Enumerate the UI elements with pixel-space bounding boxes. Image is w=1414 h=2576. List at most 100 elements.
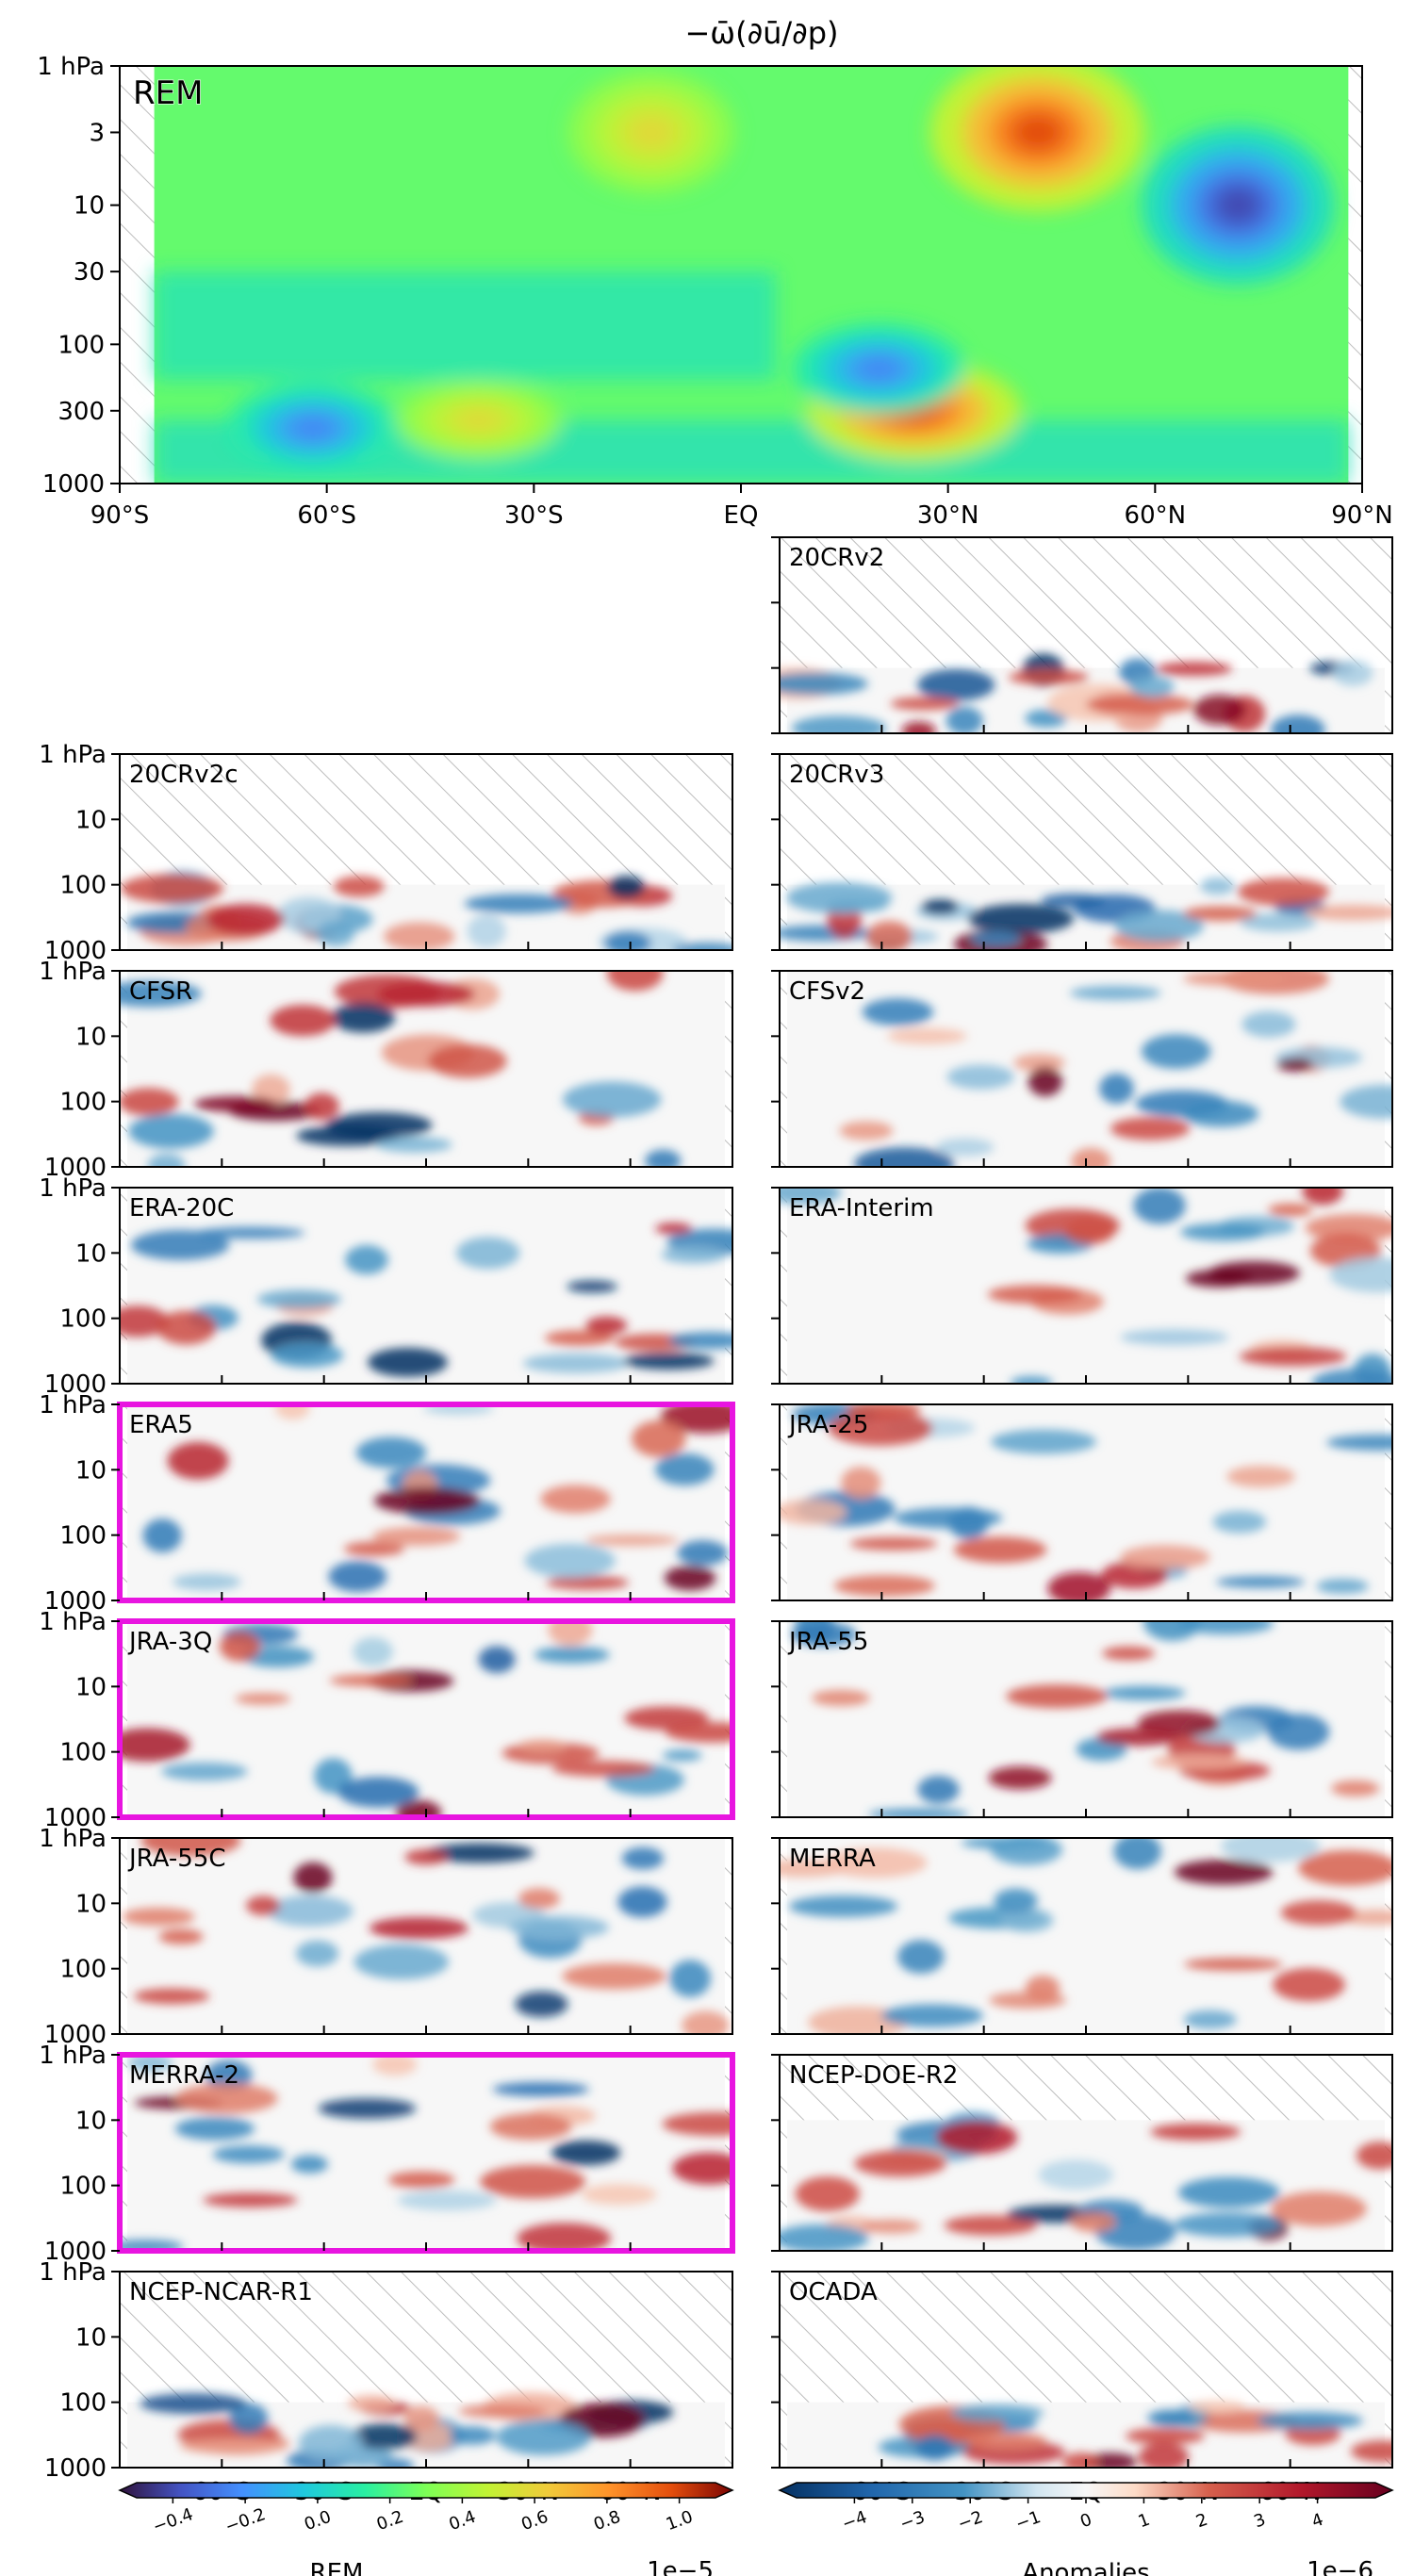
panel-label: JRA-25 (787, 1411, 868, 1439)
anomaly-blob (371, 1527, 461, 1546)
colorbar-anomalies-tick-label: 4 (1309, 2510, 1326, 2533)
anomaly-blob (290, 2155, 328, 2174)
anomaly-blob (1200, 877, 1235, 895)
anomaly-blob (677, 1540, 729, 1567)
anomaly-blob (1273, 1968, 1345, 2002)
panel-label: ERA-20C (129, 1194, 234, 1222)
anomaly-blob (1174, 1859, 1274, 1885)
panel-ytick-label: 1 hPa (39, 2042, 107, 2070)
main-field (154, 66, 1349, 484)
anomaly-blob (1125, 2427, 1206, 2445)
anomaly-blob (945, 706, 983, 733)
panel-ytick-label: 10 (75, 1673, 107, 1701)
panel-field (780, 1838, 1392, 2034)
anomaly-blob (1330, 1780, 1380, 1797)
anomaly-blob (298, 2424, 363, 2462)
anomaly-blob (167, 1441, 229, 1480)
panel-field-blobs (780, 1838, 1392, 2034)
anomaly-blob (241, 1646, 314, 1668)
panel-label: CFSR (129, 977, 192, 1006)
anomaly-blob (1280, 1900, 1356, 1926)
anomaly-blob (120, 1088, 179, 1116)
anomaly-blob (1183, 2010, 1237, 2029)
anomaly-blob (1177, 2176, 1280, 2208)
anomaly-blob (655, 1452, 715, 1485)
anomaly-blob (987, 1285, 1083, 1304)
anomaly-blob (1208, 1260, 1300, 1286)
anomaly-blob (449, 2426, 496, 2445)
anomaly-blob (270, 1005, 336, 1037)
feature-5-level-3 (291, 417, 335, 440)
panel-field-blobs (122, 1838, 730, 2034)
anomaly-blob (967, 903, 1075, 934)
panel-field-blobs (780, 653, 1373, 733)
anomaly-blob (1215, 1576, 1306, 1588)
anomaly-blob (345, 1245, 388, 1275)
anomaly-blob (464, 894, 574, 913)
main-xtick-label: 30°N (917, 501, 979, 530)
panel-ytick-label: 1 hPa (39, 2258, 107, 2287)
anomaly-blob (795, 2175, 860, 2212)
anomaly-blob (562, 1962, 666, 1990)
panel-ytick-label: 100 (59, 2173, 107, 2201)
panel-ytick-label: 10 (75, 2323, 107, 2352)
panel-label: OCADA (789, 2278, 878, 2306)
anomaly-blob (428, 1043, 507, 1078)
panel-field (120, 1621, 732, 1817)
band-sh-mid (154, 271, 776, 381)
anomaly-blob (347, 2395, 396, 2412)
anomaly-blob (1133, 1188, 1186, 1224)
anomaly-blob (140, 1838, 241, 1857)
anomaly-blob (1071, 1147, 1111, 1167)
anomaly-blob (120, 1728, 190, 1762)
panel-ytick-label: 1000 (44, 937, 107, 965)
anomaly-blob (355, 1436, 427, 1468)
panel-20crv2: 20CRv2 (771, 536, 1393, 734)
anomaly-blob (1064, 1215, 1115, 1245)
main-xtick-label: 90°S (90, 501, 150, 530)
panel-ytick-label: 1 hPa (39, 1391, 107, 1419)
anomaly-blob (397, 2190, 497, 2211)
panel-field-blobs (120, 971, 682, 1167)
anomaly-blob (467, 913, 506, 948)
anomaly-blob (480, 2165, 586, 2199)
anomaly-blob (632, 1420, 686, 1457)
colorbar-anomalies-bar (778, 2482, 1394, 2499)
anomaly-blob (318, 2098, 417, 2119)
anomaly-blob (206, 903, 285, 936)
anomaly-blob (1181, 1100, 1259, 1127)
anomaly-blob (1350, 2440, 1392, 2463)
panel-era-interim: ERA-Interim (771, 1187, 1393, 1385)
anomaly-blob (544, 1330, 615, 1346)
main-ytick-label: 10 (74, 192, 105, 221)
panel-field (787, 971, 1392, 1167)
anomaly-blob (946, 1064, 1014, 1090)
panel-field (120, 870, 732, 950)
colorbar-anomalies-tick-label: 0 (1077, 2510, 1094, 2533)
anomaly-blob (317, 920, 355, 947)
colorbar-anomalies-tick-label: −2 (955, 2507, 985, 2535)
anomaly-blob (991, 1429, 1097, 1454)
anomaly-blob (1110, 1117, 1191, 1140)
anomaly-blob (1271, 2190, 1367, 2227)
panel-field-blobs (839, 971, 1392, 1167)
anomaly-blob (682, 2010, 730, 2034)
anomaly-blob (252, 1074, 290, 1105)
anomaly-blob (965, 2432, 1047, 2451)
main-ytick-label: 300 (58, 398, 105, 426)
anomaly-blob (880, 2004, 984, 2027)
anomaly-blob (1257, 2411, 1364, 2430)
anomaly-blob (603, 931, 651, 950)
main-ytick-label: 3 (89, 119, 105, 147)
anomaly-blob (174, 2117, 255, 2141)
main-xtick-label: 90°N (1331, 501, 1393, 530)
anomaly-blob (1069, 985, 1161, 1000)
anomaly-blob (142, 1518, 182, 1553)
panel-field-blobs (120, 1621, 732, 1817)
anomaly-blob (160, 1762, 248, 1781)
anomaly-blob (1008, 669, 1090, 685)
main-ytick-label: 1000 (42, 470, 105, 499)
panel-field-blobs (878, 2400, 1392, 2468)
colorbar-anomalies-offset: 1e−6 (1307, 2557, 1373, 2576)
anomaly-blob (654, 1222, 693, 1235)
